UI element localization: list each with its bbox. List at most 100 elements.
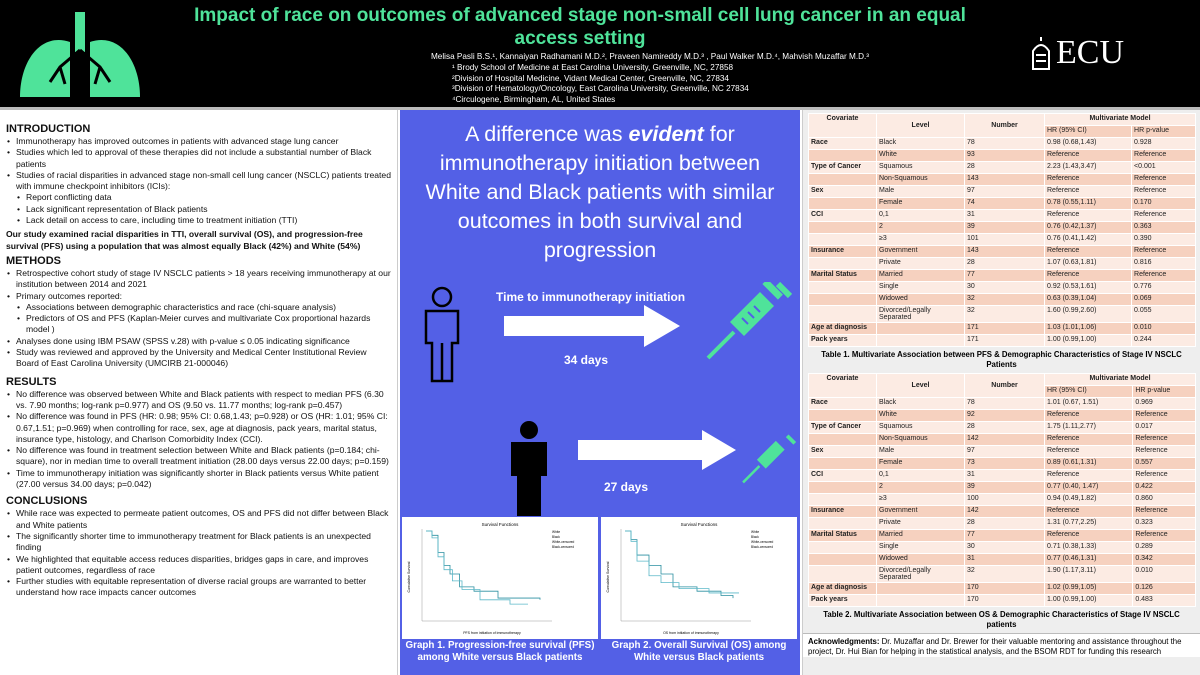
table-cell: Black bbox=[876, 397, 965, 410]
table-cell: 0.557 bbox=[1132, 457, 1196, 470]
table-cell: Reference bbox=[1043, 185, 1133, 198]
list-item: Immunotherapy has improved outcomes in p… bbox=[6, 136, 391, 148]
table-cell bbox=[876, 334, 965, 347]
table-cell: 143 bbox=[964, 173, 1045, 186]
table-cell: Race bbox=[808, 397, 877, 410]
table-cell bbox=[808, 293, 877, 306]
table-cell: Government bbox=[876, 245, 965, 258]
table-cell: ≥3 bbox=[876, 233, 965, 246]
table-cell: Male bbox=[876, 445, 965, 458]
table-cell: Type of Cancer bbox=[808, 161, 877, 174]
table-cell: Private bbox=[876, 257, 965, 270]
affiliations: ¹ Brody School of Medicine at East Carol… bbox=[452, 63, 749, 105]
poster-title: Impact of race on outcomes of advanced s… bbox=[194, 5, 966, 49]
table-cell bbox=[876, 322, 965, 335]
table-cell: Widowed bbox=[876, 553, 965, 566]
table-1: Covariate Level Number Multivariate Model H… bbox=[808, 113, 1196, 347]
table-cell: 0.017 bbox=[1132, 421, 1196, 434]
table-cell: 32 bbox=[964, 305, 1045, 323]
col-header: Covariate bbox=[808, 113, 877, 138]
table-cell: 2.23 (1.43,3.47) bbox=[1043, 161, 1133, 174]
table-cell: 101 bbox=[964, 233, 1045, 246]
list-item: No difference was observed between White… bbox=[6, 389, 391, 412]
table-cell: Single bbox=[876, 281, 965, 294]
col-header: HR (95% CI) bbox=[1043, 385, 1134, 398]
col-header: Covariate bbox=[808, 373, 877, 398]
table-cell: Pack years bbox=[808, 594, 877, 607]
table-cell: 0.422 bbox=[1132, 481, 1196, 494]
col-header: HR (95% CI) bbox=[1043, 125, 1133, 138]
arrow-icon bbox=[578, 430, 736, 470]
col-header: Number bbox=[964, 113, 1045, 138]
white-days-value: 34 days bbox=[564, 353, 609, 367]
arrow-icon bbox=[504, 305, 680, 347]
table-cell: 73 bbox=[964, 457, 1045, 470]
table-cell: Age at diagnosis bbox=[808, 582, 877, 595]
table2-caption: Table 2. Multivariate Association betwee… bbox=[823, 610, 1180, 629]
table-cell: 1.02 (0.99,1.05) bbox=[1043, 582, 1134, 595]
table-cell: 0.483 bbox=[1132, 594, 1196, 607]
table-cell: Reference bbox=[1043, 245, 1133, 258]
table-cell: Reference bbox=[1131, 173, 1196, 186]
affiliation: ³Division of Hematology/Oncology, East C… bbox=[452, 84, 749, 93]
table-cell: Widowed bbox=[876, 293, 965, 306]
legend-entry: Black-censored bbox=[552, 545, 574, 549]
table-cell: 0.342 bbox=[1132, 553, 1196, 566]
authors: Melisa Pasli B.S.¹, Kannaiyan Radhamani … bbox=[430, 52, 870, 61]
list-item: The significantly shorter time to immuno… bbox=[6, 531, 391, 554]
table-cell: 1.90 (1.17,3.11) bbox=[1043, 565, 1134, 583]
table-row: Single 30 0.92 (0.53,1.61) 0.776 bbox=[808, 281, 1196, 294]
table-cell bbox=[808, 221, 877, 234]
table-cell: 0.010 bbox=[1132, 565, 1196, 583]
table-row: Female 74 0.78 (0.55,1.11) 0.170 bbox=[808, 197, 1196, 210]
table-cell: 0.76 (0.41,1.42) bbox=[1043, 233, 1133, 246]
table-cell: 142 bbox=[964, 433, 1045, 446]
table-row: Sex Male 97 Reference Reference bbox=[808, 185, 1196, 198]
table-cell: 28 bbox=[964, 517, 1045, 530]
table-cell: CCI bbox=[808, 469, 877, 482]
methods-heading: METHODS bbox=[6, 254, 61, 267]
list-item: Associations between demographic charact… bbox=[6, 302, 391, 314]
y-axis-label: Cumulative Survival bbox=[606, 561, 610, 592]
table-cell: Reference bbox=[1043, 433, 1134, 446]
table-cell: 39 bbox=[964, 221, 1045, 234]
table-cell bbox=[808, 493, 877, 506]
table-cell: 1.31 (0.77,2.25) bbox=[1043, 517, 1134, 530]
col-header: Number bbox=[964, 373, 1045, 398]
table-cell: Reference bbox=[1043, 269, 1133, 282]
table-row: Private 28 1.07 (0.63,1.81) 0.816 bbox=[808, 257, 1196, 270]
table-cell bbox=[808, 149, 877, 162]
table-cell: 0.76 (0.42,1.37) bbox=[1043, 221, 1133, 234]
list-item: Retrospective cohort study of stage IV N… bbox=[6, 268, 391, 291]
table-row: 2 39 0.77 (0.40, 1.47) 0.422 bbox=[808, 481, 1196, 494]
list-item: Lack detail on access to care, including… bbox=[6, 215, 391, 227]
table-cell bbox=[876, 582, 965, 595]
table-cell: 31 bbox=[964, 469, 1045, 482]
table-cell: 2 bbox=[876, 481, 965, 494]
list-item: While race was expected to permeate pati… bbox=[6, 508, 391, 531]
table-cell: 0.289 bbox=[1132, 541, 1196, 554]
table-cell: 0.244 bbox=[1131, 334, 1196, 347]
table-cell: 0.969 bbox=[1132, 397, 1196, 410]
table-row: CCI 0,1 31 Reference Reference bbox=[808, 469, 1196, 482]
table-cell: 0,1 bbox=[876, 469, 965, 482]
axes bbox=[421, 529, 552, 622]
table-cell: Sex bbox=[808, 185, 877, 198]
table-cell: CCI bbox=[808, 209, 877, 222]
affiliation: ⁴Circulogene, Birmingham, AL, United Sta… bbox=[452, 94, 616, 104]
logo-text: ECU bbox=[1056, 34, 1124, 71]
table-row: Age at diagnosis 170 1.02 (0.99,1.05) 0.126 bbox=[808, 582, 1196, 595]
table-cell: 92 bbox=[964, 409, 1045, 422]
col-header: HR p-value bbox=[1132, 385, 1196, 398]
ecu-logo: ECU bbox=[1030, 34, 1124, 72]
table-cell: 170 bbox=[964, 594, 1045, 607]
table-cell: Married bbox=[876, 529, 965, 542]
col-header: Level bbox=[876, 113, 965, 138]
table-cell: Reference bbox=[1131, 209, 1196, 222]
left-column: INTRODUCTION Immunotherapy has improved … bbox=[0, 110, 398, 675]
table-cell: 1.03 (1.01,1.06) bbox=[1043, 322, 1133, 335]
table-cell: Single bbox=[876, 541, 965, 554]
table-cell bbox=[808, 553, 877, 566]
table-cell: White bbox=[876, 149, 965, 162]
ack-text: Dr. Muzaffar and Dr. Brewer for their va… bbox=[808, 637, 1182, 656]
